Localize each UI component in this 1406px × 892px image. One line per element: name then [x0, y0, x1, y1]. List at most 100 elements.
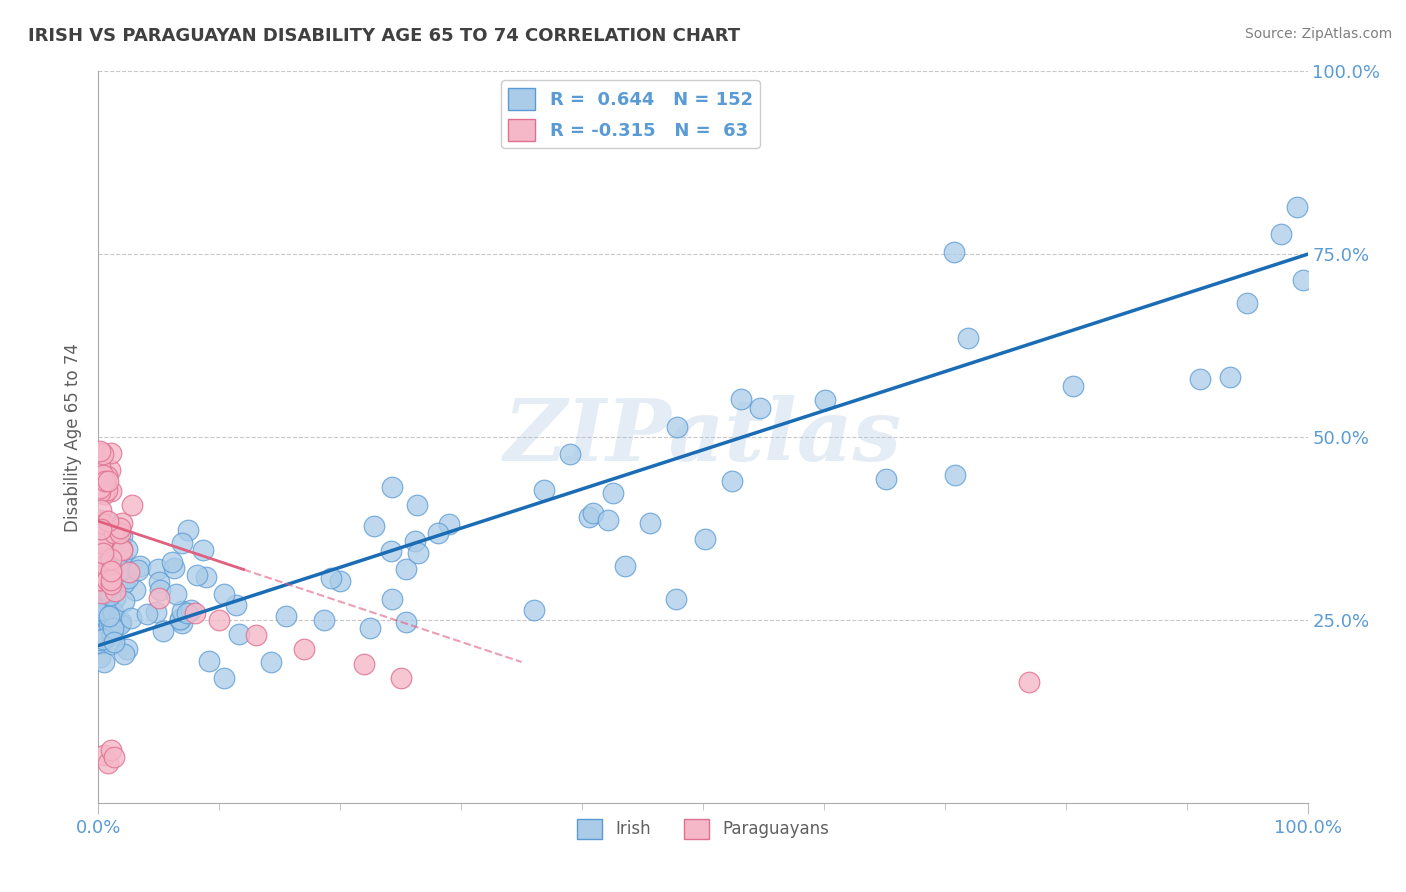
Point [170, 536, 193, 550]
Point [614, 558, 637, 573]
Point [91, 582, 114, 597]
Point [957, 331, 980, 345]
Point [749, 401, 772, 416]
Point [100, 566, 122, 581]
Point [89, 650, 111, 665]
Point [91, 628, 114, 642]
Point [101, 628, 124, 642]
Point [380, 544, 402, 558]
Point [89, 485, 111, 500]
Point [89, 625, 111, 640]
Point [101, 530, 124, 544]
Point [103, 750, 125, 764]
Point [427, 526, 450, 541]
Point [118, 565, 141, 579]
Point [93, 571, 115, 585]
Point [94, 474, 117, 488]
Point [1292, 273, 1315, 287]
Point [96, 469, 118, 483]
Point [100, 552, 122, 566]
Point [405, 498, 427, 512]
Point [97, 575, 120, 590]
Point [93, 655, 115, 669]
Point [89, 517, 111, 532]
Point [90, 516, 112, 530]
Point [89, 633, 111, 648]
Point [100, 615, 122, 629]
Point [943, 467, 966, 482]
Point [100, 577, 122, 591]
Point [90, 569, 112, 583]
Point [103, 605, 125, 619]
Point [94, 573, 117, 587]
Point [381, 480, 404, 494]
Point [149, 583, 172, 598]
Y-axis label: Disability Age 65 to 74: Disability Age 65 to 74 [65, 343, 83, 532]
Point [523, 603, 546, 617]
Point [91, 602, 114, 616]
Point [186, 567, 208, 582]
Point [100, 446, 122, 460]
Point [596, 513, 619, 527]
Point [110, 536, 132, 550]
Point [112, 576, 135, 591]
Point [96, 591, 118, 606]
Point [533, 483, 555, 498]
Point [91, 539, 114, 553]
Point [276, 608, 298, 623]
Point [191, 543, 214, 558]
Point [93, 632, 115, 646]
Point [90, 503, 112, 517]
Point [90, 445, 112, 459]
Point [89, 482, 111, 496]
Point [148, 591, 170, 605]
Point [115, 542, 138, 557]
Point [96, 515, 118, 529]
Point [91, 561, 114, 575]
Point [94, 549, 117, 563]
Point [169, 613, 191, 627]
Point [128, 559, 150, 574]
Point [89, 573, 111, 587]
Point [93, 487, 115, 501]
Text: ZIPatlas: ZIPatlas [503, 395, 903, 479]
Point [110, 563, 132, 577]
Point [104, 519, 127, 533]
Point [97, 474, 120, 488]
Point [100, 573, 122, 587]
Point [127, 563, 149, 577]
Point [148, 574, 170, 589]
Point [98, 463, 121, 477]
Point [404, 533, 426, 548]
Point [942, 245, 965, 260]
Point [100, 574, 122, 588]
Point [105, 566, 128, 581]
Point [101, 621, 124, 635]
Point [245, 627, 267, 641]
Point [96, 573, 118, 587]
Point [97, 617, 120, 632]
Point [112, 648, 135, 662]
Point [94, 528, 117, 542]
Point [170, 615, 193, 630]
Point [560, 447, 582, 461]
Point [184, 606, 207, 620]
Point [91, 607, 114, 622]
Point [97, 514, 120, 528]
Point [93, 516, 115, 531]
Point [408, 546, 430, 560]
Point [152, 624, 174, 638]
Text: Source: ZipAtlas.com: Source: ZipAtlas.com [1244, 27, 1392, 41]
Point [321, 571, 343, 585]
Point [89, 622, 111, 636]
Point [381, 592, 404, 607]
Point [89, 444, 111, 458]
Point [582, 506, 605, 520]
Point [730, 392, 752, 406]
Point [145, 605, 167, 619]
Point [111, 542, 134, 557]
Point [93, 748, 115, 763]
Point [94, 558, 117, 572]
Point [97, 535, 120, 549]
Point [93, 632, 115, 647]
